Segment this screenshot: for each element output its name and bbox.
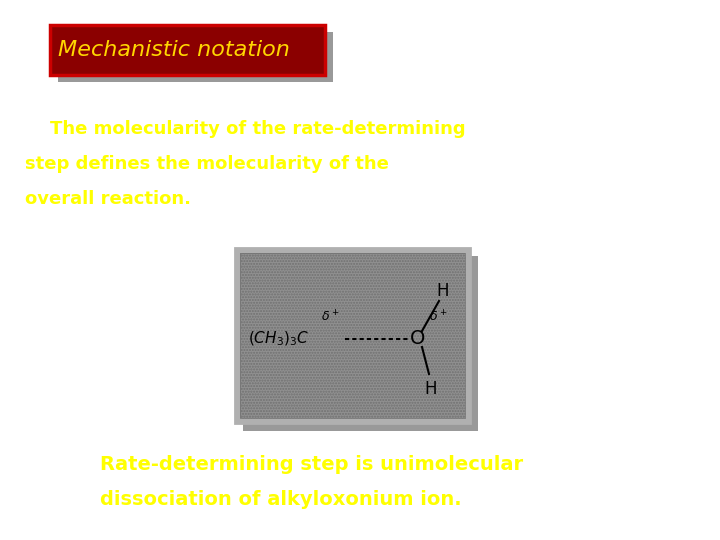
- Text: Mechanistic notation: Mechanistic notation: [58, 40, 290, 60]
- Text: dissociation of alkyloxonium ion.: dissociation of alkyloxonium ion.: [100, 490, 462, 509]
- Text: overall reaction.: overall reaction.: [25, 190, 191, 208]
- Text: H: H: [425, 380, 437, 398]
- Text: step defines the molecularity of the: step defines the molecularity of the: [25, 155, 389, 173]
- Text: O: O: [410, 329, 426, 348]
- Text: Rate-determining step is unimolecular: Rate-determining step is unimolecular: [100, 455, 523, 474]
- Bar: [240, 253, 465, 418]
- Text: $\delta^+$: $\delta^+$: [428, 309, 447, 325]
- Bar: [240, 253, 465, 418]
- Bar: [58, 32, 333, 82]
- Bar: [50, 25, 325, 75]
- Text: The molecularity of the rate-determining: The molecularity of the rate-determining: [25, 120, 466, 138]
- Text: H: H: [437, 282, 449, 300]
- Text: $\delta^+$: $\delta^+$: [320, 309, 339, 325]
- Bar: [243, 256, 478, 431]
- Bar: [235, 248, 470, 423]
- Text: $(CH_3)_3C$: $(CH_3)_3C$: [248, 330, 310, 348]
